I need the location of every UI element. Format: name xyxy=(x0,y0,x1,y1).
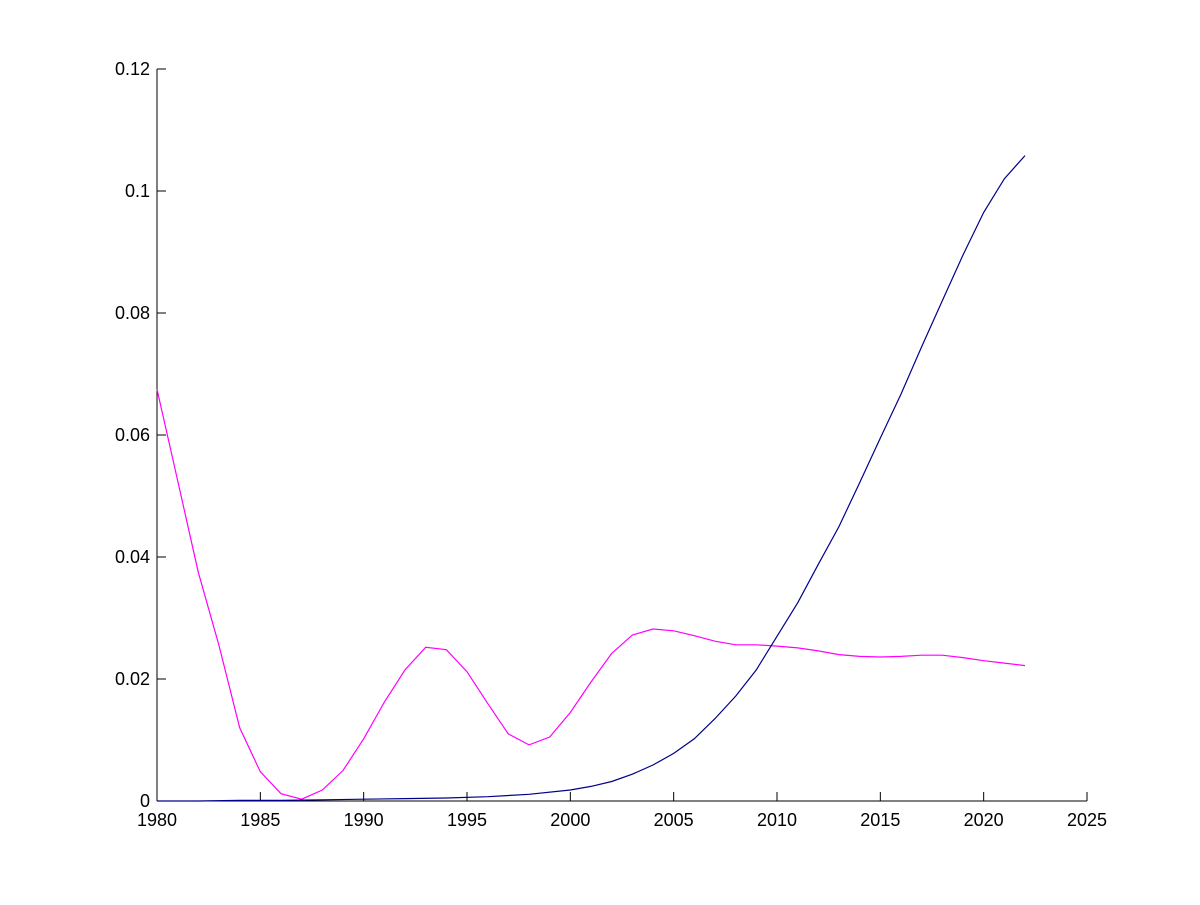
series-line-1 xyxy=(156,389,1026,800)
x-tick-label: 2010 xyxy=(757,810,797,830)
y-tick-label: 0.12 xyxy=(115,59,150,79)
x-tick-label: 2020 xyxy=(964,810,1004,830)
y-tick-label: 0.08 xyxy=(115,303,150,323)
x-tick-label: 1995 xyxy=(447,810,487,830)
y-tick-label: 0 xyxy=(140,791,150,811)
y-tick-label: 0.02 xyxy=(115,669,150,689)
plot-area xyxy=(156,155,1026,802)
x-tick-label: 2000 xyxy=(550,810,590,830)
y-tick-label: 0.06 xyxy=(115,425,150,445)
x-tick-label: 1980 xyxy=(137,810,177,830)
y-tick-label: 0.04 xyxy=(115,547,150,567)
x-tick-label: 2005 xyxy=(654,810,694,830)
x-tick-label: 2015 xyxy=(860,810,900,830)
axes: 1980 1985 1990 1995 2000 2005 2010 2015 2020 2025… xyxy=(115,59,1107,830)
y-tick-label: 0.1 xyxy=(125,181,150,201)
x-tick-label: 2025 xyxy=(1067,810,1107,830)
series-line-2 xyxy=(157,155,1026,802)
x-tick-label: 1985 xyxy=(240,810,280,830)
x-tick-label: 1990 xyxy=(344,810,384,830)
